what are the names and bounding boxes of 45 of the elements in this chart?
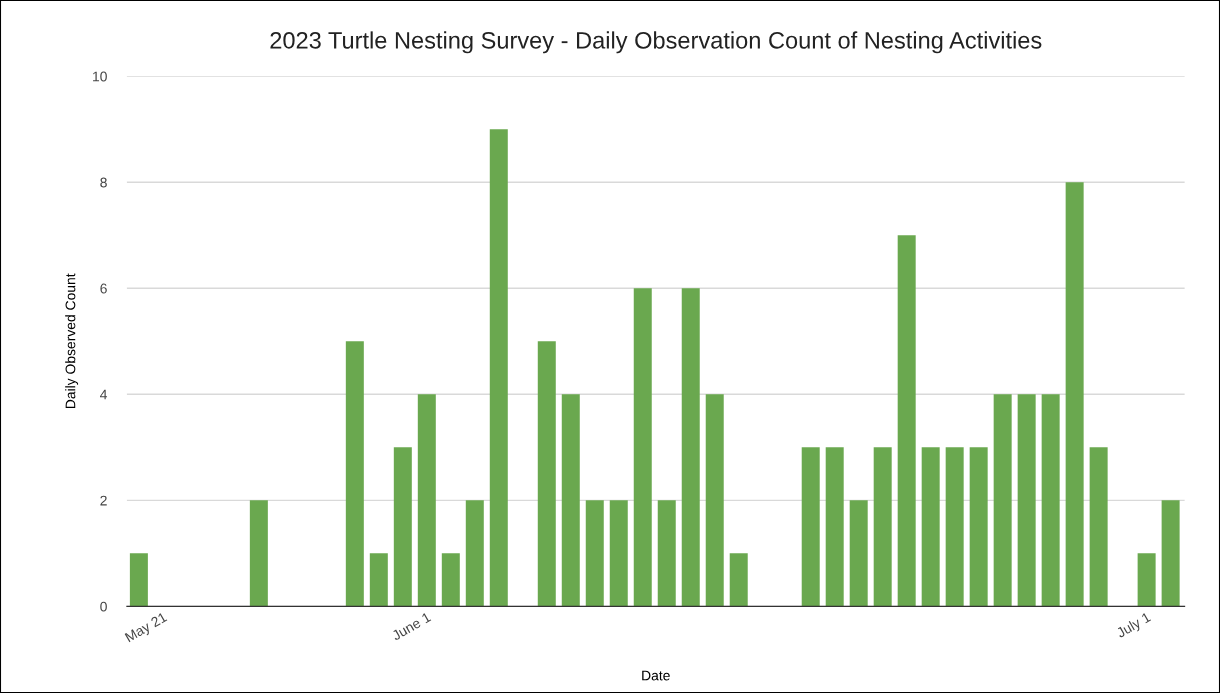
x-tick-label: July 1 — [1115, 611, 1153, 641]
bar — [489, 129, 508, 607]
bar — [633, 288, 652, 607]
bar — [561, 394, 580, 607]
bar — [945, 447, 964, 607]
y-tick-label: 2 — [100, 495, 107, 506]
bar — [393, 447, 412, 607]
bar — [537, 341, 556, 607]
x-tick-label: June 1 — [391, 612, 432, 641]
bar — [657, 500, 676, 607]
bar — [729, 553, 748, 607]
y-tick-label: 6 — [100, 283, 107, 294]
bar — [969, 447, 988, 607]
bar — [681, 288, 700, 607]
bar — [609, 500, 628, 607]
bar — [1017, 394, 1036, 607]
bar — [249, 500, 268, 607]
bar — [1065, 182, 1084, 607]
bar — [129, 553, 148, 607]
chart-title: 2023 Turtle Nesting Survey - Daily Observation Count of Nesting Activities — [270, 31, 1042, 54]
y-tick-label: 0 — [100, 601, 107, 612]
y-axis-title: Daily Observed Count — [65, 273, 79, 409]
bar — [849, 500, 868, 607]
bar — [801, 447, 820, 607]
y-tick-label: 10 — [93, 71, 107, 82]
bar — [1089, 447, 1108, 607]
bar — [897, 235, 916, 607]
bar — [873, 447, 892, 607]
y-tick-label: 4 — [100, 389, 108, 400]
bar — [417, 394, 436, 607]
bar — [585, 500, 604, 607]
bar — [345, 341, 364, 607]
bar — [441, 553, 460, 607]
bar — [1041, 394, 1060, 607]
bar — [1137, 553, 1156, 607]
bar — [1161, 500, 1180, 607]
bar — [465, 500, 484, 607]
bar — [921, 447, 940, 607]
bar — [993, 394, 1012, 607]
x-axis-title: Date — [642, 670, 670, 681]
bar — [369, 553, 388, 607]
bar — [705, 394, 724, 607]
x-tick-label: May 21 — [124, 611, 169, 645]
bar — [825, 447, 844, 607]
y-tick-label: 8 — [100, 177, 107, 188]
